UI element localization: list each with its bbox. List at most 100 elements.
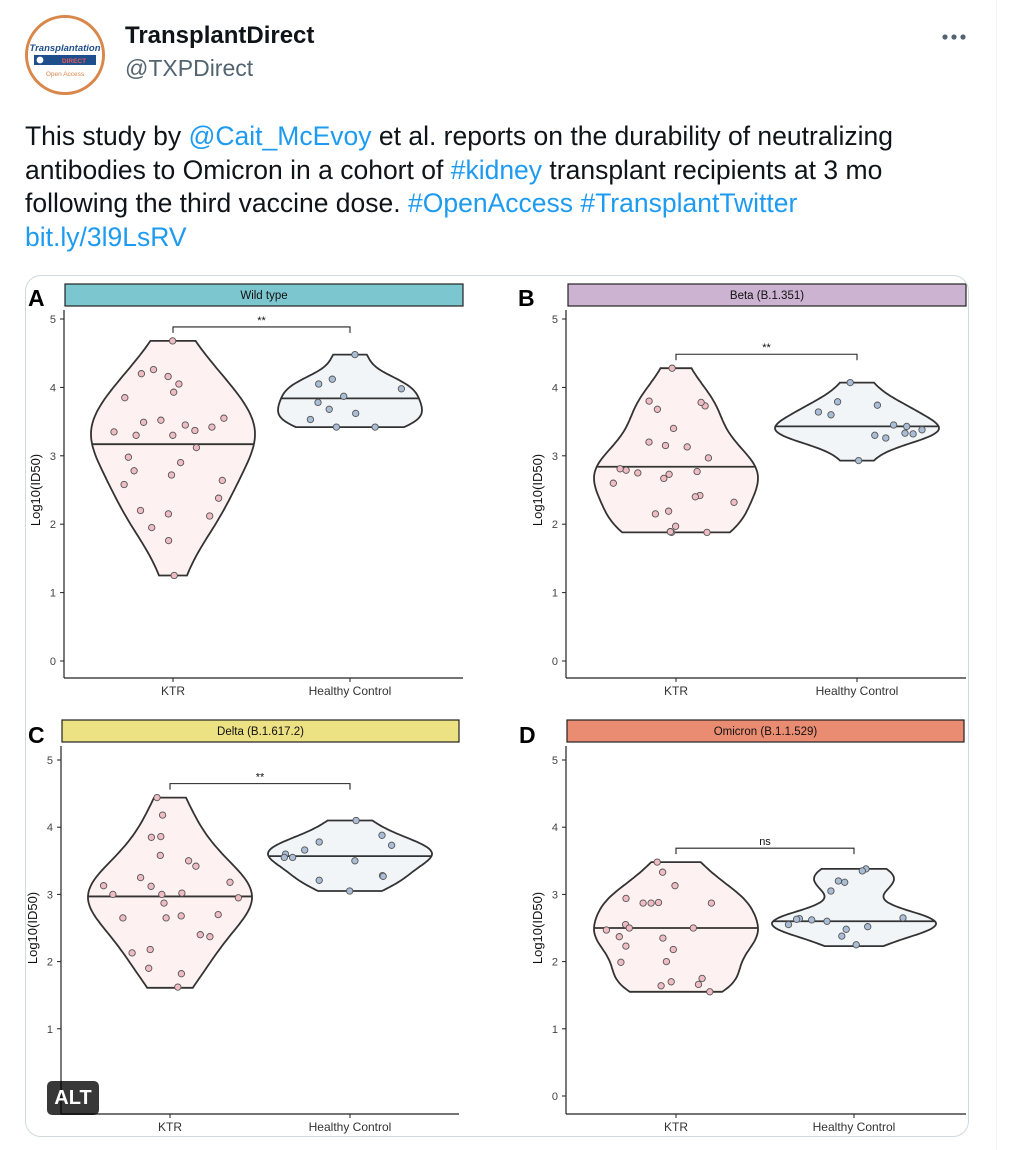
y-axis-title: Log10(ID50) [530, 892, 545, 964]
tweet-text-segment: et al. reports on the durability of neut… [25, 121, 893, 185]
data-point [196, 931, 204, 939]
data-point [903, 422, 911, 431]
mention-link[interactable]: @Cait_McEvoy [188, 121, 372, 151]
violin-ktr [90, 340, 256, 577]
y-axis-title: Log10(ID50) [530, 454, 545, 526]
y-tick-label: 5 [552, 314, 558, 326]
data-point [149, 365, 158, 374]
violin-healthy-control [771, 868, 937, 947]
violin-ktr [593, 367, 759, 534]
hashtag-link[interactable]: #OpenAccess [408, 188, 573, 218]
data-point [121, 394, 129, 402]
data-point [784, 920, 793, 929]
data-point [823, 917, 831, 925]
data-point [615, 933, 623, 941]
data-point [162, 914, 170, 922]
data-point [175, 380, 183, 388]
significance-bracket [675, 847, 855, 855]
data-point [378, 831, 386, 839]
data-point [99, 882, 108, 890]
logo-text-transplantation: Transplantation [29, 43, 100, 54]
data-point [192, 862, 200, 870]
data-point [602, 926, 611, 934]
tweet-text-segment: This study by [25, 121, 189, 151]
data-point [325, 405, 333, 413]
data-point [174, 983, 182, 991]
data-point [148, 523, 156, 532]
panel-title-strip [64, 283, 464, 307]
hashtag-link[interactable]: #TransplantTwitter [580, 188, 798, 218]
y-tick-label: 3 [50, 451, 56, 463]
data-point [160, 899, 168, 907]
data-point [693, 467, 701, 476]
data-point [153, 793, 161, 802]
hashtag-link[interactable]: #kidney [450, 154, 543, 185]
data-point [352, 409, 360, 418]
data-point [697, 398, 705, 407]
data-point [671, 522, 680, 530]
data-point [136, 873, 145, 882]
data-point [397, 385, 406, 393]
significance-label: ** [257, 315, 266, 327]
data-point [698, 974, 706, 983]
data-point [625, 924, 633, 932]
data-point [177, 912, 185, 920]
x-tick-label: Healthy Control [816, 684, 899, 698]
data-point [707, 899, 716, 907]
y-tick-label: 3 [552, 889, 558, 901]
data-point [351, 857, 359, 865]
x-tick-label: KTR [664, 684, 688, 698]
panel-letter: A [28, 285, 45, 311]
transplant-direct-logo: Transplantation DIRECT Open Access [28, 18, 102, 92]
tweet-text: This study by @Cait_McEvoy et al. report… [25, 120, 965, 254]
data-point [192, 443, 201, 452]
data-point [379, 872, 387, 880]
panel-D: D Omicron (B.1.1.529) 0 1 2 3 4 5 Log10(ID50) KTR… [519, 719, 966, 1134]
panel-title: Delta (B.1.617.2) [217, 726, 304, 738]
data-point [306, 415, 315, 424]
data-point [206, 512, 214, 520]
data-point [634, 469, 642, 477]
display-name[interactable]: TransplantDirect [125, 22, 315, 49]
x-tick-label: Healthy Control [309, 1120, 392, 1134]
data-point [665, 470, 673, 478]
significance-bracket [675, 353, 858, 361]
data-point [909, 430, 917, 438]
panel-B: B Beta (B.1.351) 0 1 2 3 4 5 Log10(ID50) KTR Healt… [518, 283, 967, 698]
data-point [170, 388, 178, 396]
data-point [838, 932, 846, 940]
violin-healthy-control [774, 381, 940, 462]
data-point [340, 392, 348, 400]
data-point [214, 494, 223, 502]
data-point [827, 887, 835, 895]
data-point [622, 894, 630, 903]
y-tick-label: 1 [552, 1024, 558, 1036]
alt-text-button[interactable]: ALT [47, 1081, 99, 1115]
data-point [667, 978, 675, 986]
data-point [918, 426, 926, 434]
data-point [622, 466, 630, 474]
y-tick-label: 1 [47, 1024, 53, 1036]
x-tick-label: KTR [158, 1120, 182, 1134]
tweet-media[interactable]: A Wild type 0 1 2 3 4 5 Log10(ID50) KTR Healthy Co… [25, 275, 969, 1137]
user-handle[interactable]: @TXPDirect [125, 55, 254, 81]
significance-bracket [172, 326, 351, 333]
data-point [706, 988, 714, 996]
more-button[interactable] [936, 22, 972, 52]
data-point [170, 571, 178, 580]
panel-letter: D [519, 722, 536, 748]
data-point [234, 894, 243, 902]
panel-letter: C [28, 722, 45, 748]
data-point [864, 923, 872, 931]
y-tick-label: 1 [552, 588, 558, 600]
y-tick-label: 3 [47, 889, 53, 901]
violin-ktr [593, 861, 759, 993]
url-link[interactable]: bit.ly/3l9LsRV [25, 221, 187, 252]
y-tick-label: 2 [50, 519, 56, 531]
avatar[interactable]: Transplantation DIRECT Open Access [25, 15, 105, 95]
y-tick-label: 2 [552, 957, 558, 969]
logo-text-direct: DIRECT [62, 58, 86, 65]
data-point [109, 890, 117, 899]
data-point [846, 378, 854, 387]
data-point [301, 846, 309, 854]
